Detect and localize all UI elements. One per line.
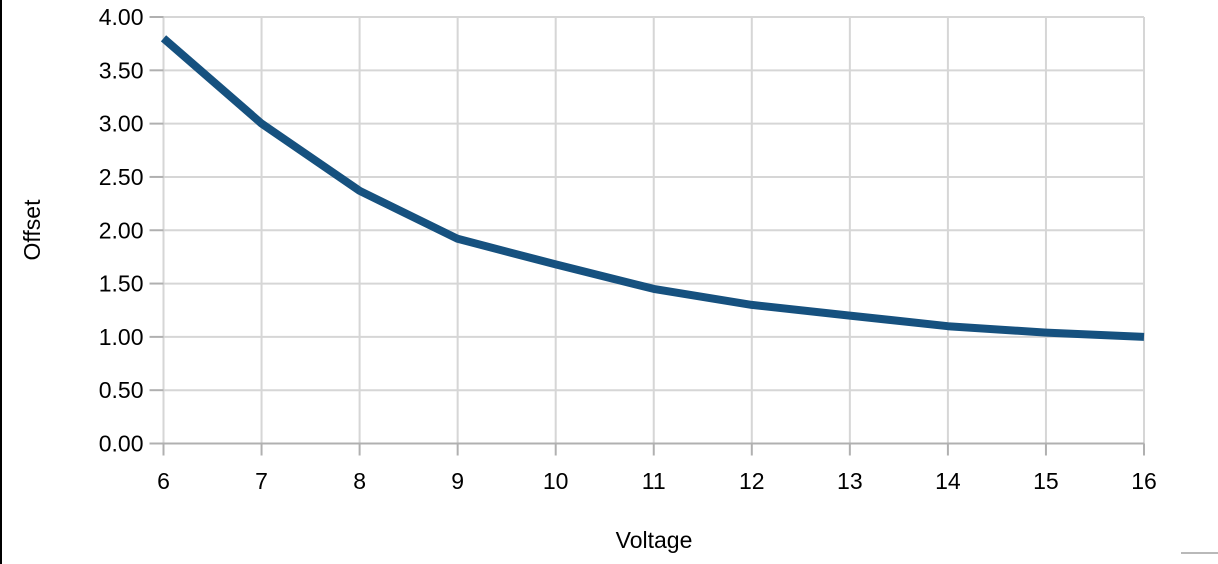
x-tick-label: 14 [935, 468, 961, 494]
data-series [160, 35, 1145, 341]
y-tick-label: 2.50 [99, 164, 144, 190]
x-tick-label: 15 [1033, 468, 1059, 494]
x-tick-label: 9 [451, 468, 464, 494]
y-tick-label: 3.00 [99, 111, 144, 137]
y-tick-label: 4.00 [99, 4, 144, 30]
x-axis-title: Voltage [616, 527, 693, 553]
x-tick-label: 7 [255, 468, 268, 494]
offset-data-line [160, 35, 1145, 341]
tick-labels: 0.00 0.50 1.00 1.50 2.00 2.50 3.00 3.50 4.00 6 7 8 9… [99, 4, 1157, 494]
x-tick-label: 13 [837, 468, 863, 494]
x-tick-label: 11 [642, 468, 666, 494]
x-tick-label: 12 [739, 468, 765, 494]
cropped-ui-element-edge [1181, 552, 1218, 554]
y-tick-label: 1.50 [99, 271, 144, 297]
y-tick-label: 3.50 [99, 57, 144, 83]
y-tick-label: 2.00 [99, 217, 144, 243]
y-tick-label: 1.00 [99, 324, 144, 350]
axes [149, 16, 1145, 456]
x-tick-label: 10 [543, 468, 569, 494]
y-tick-label: 0.00 [99, 431, 144, 457]
screenshot-left-border [0, 0, 2, 564]
y-tick-label: 0.50 [99, 377, 144, 403]
y-axis-title: Offset [19, 199, 45, 261]
x-tick-label: 8 [353, 468, 366, 494]
x-tick-label: 6 [157, 468, 170, 494]
x-tick-label: 16 [1131, 468, 1157, 494]
gridlines [162, 16, 1145, 445]
